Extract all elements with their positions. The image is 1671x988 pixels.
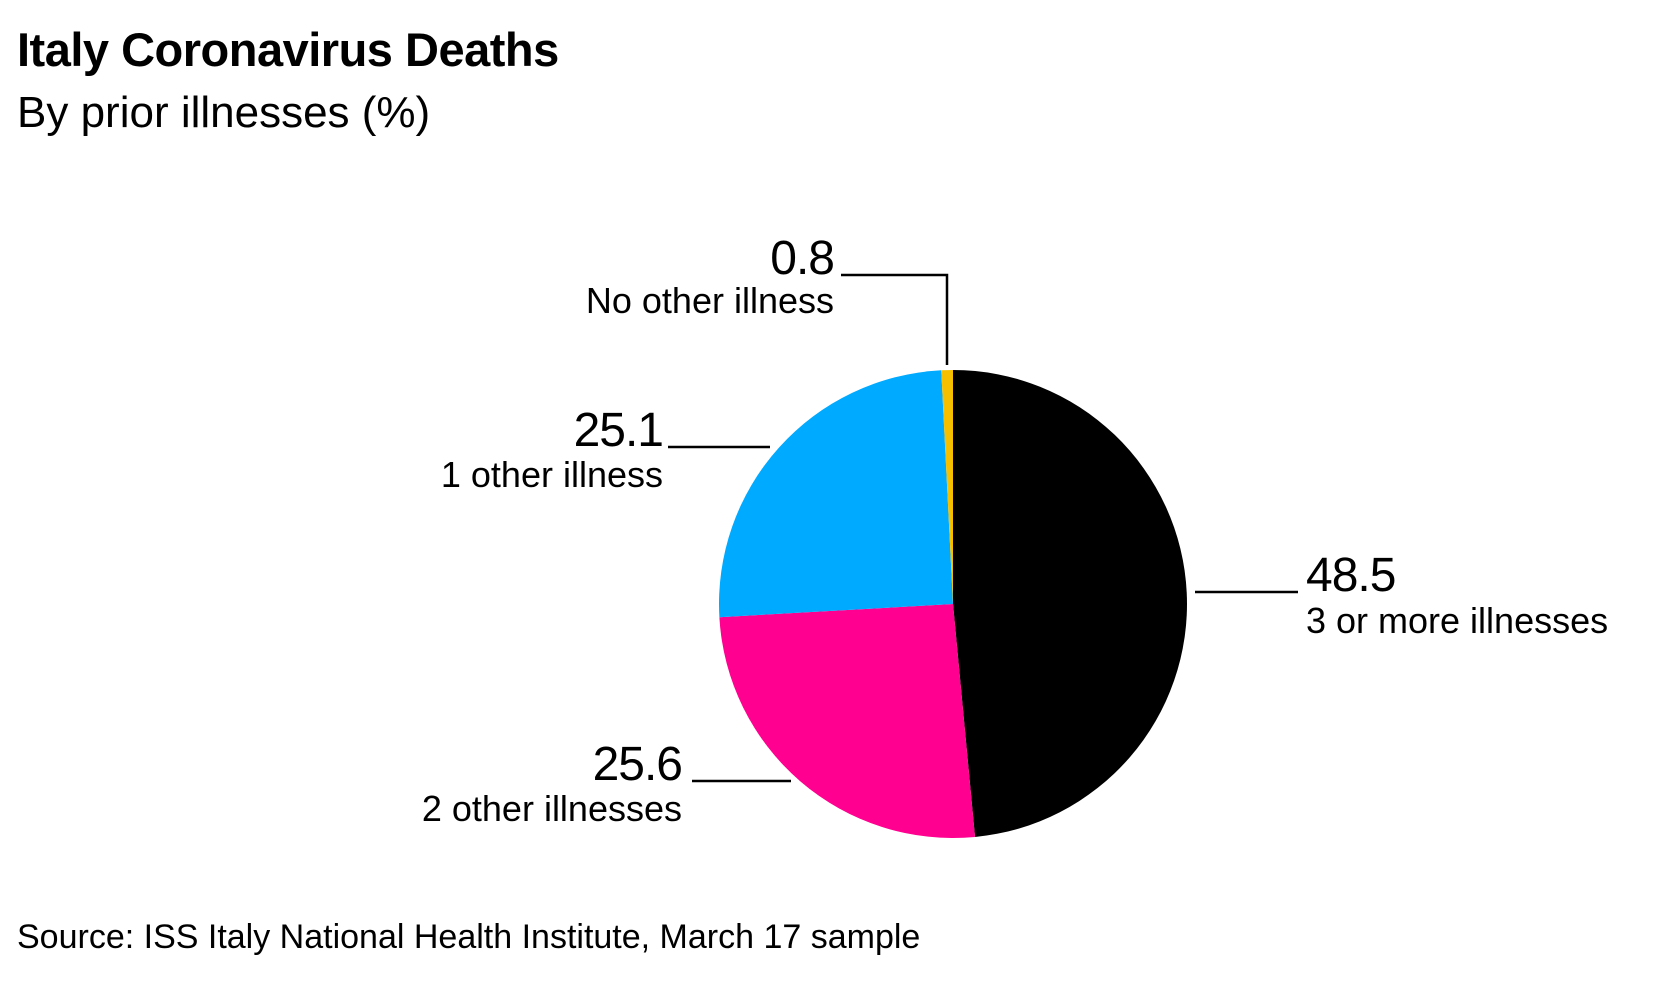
- value-label-2-other: 25.6: [593, 738, 682, 791]
- leader-line-no-other: [841, 273, 949, 365]
- value-label-no-other: 0.8: [770, 232, 834, 285]
- pie-slice-no-other-illness: [941, 370, 953, 604]
- category-label-no-other: No other illness: [586, 280, 834, 321]
- pie-slice-2-other-illnesses: [719, 604, 976, 838]
- value-label-3-or-more: 48.5: [1306, 549, 1395, 602]
- pie-slice-3-or-more-illnesses: [953, 370, 1188, 837]
- category-label-1-other: 1 other illness: [441, 454, 663, 495]
- value-label-1-other: 25.1: [574, 404, 663, 457]
- pie-slice-1-other-illness: [719, 370, 953, 618]
- chart-title: Italy Coronavirus Deaths: [17, 23, 559, 76]
- category-label-2-other: 2 other illnesses: [422, 788, 682, 829]
- category-label-3-or-more: 3 or more illnesses: [1306, 600, 1608, 641]
- chart-source: Source: ISS Italy National Health Instit…: [17, 918, 921, 956]
- chart-subtitle: By prior illnesses (%): [17, 88, 431, 137]
- pie-slices: [719, 370, 1188, 838]
